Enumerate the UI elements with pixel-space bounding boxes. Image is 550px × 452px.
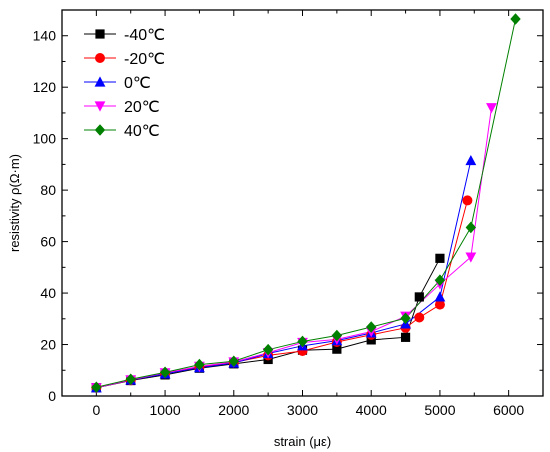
y-tick-label: 80: [40, 182, 56, 198]
legend-label: 40℃: [124, 123, 160, 140]
data-point: [465, 221, 477, 234]
x-tick-label: 3000: [287, 402, 318, 418]
data-point: [297, 335, 308, 348]
y-axis-label: resistivity ρ(Ω·m): [7, 154, 22, 252]
axis-ticks: 0 1000 2000 3000 4000 5000 6000 0 20 40 60 80 100 120…: [33, 10, 543, 418]
y-tick-label: 120: [33, 79, 57, 95]
data-point: [434, 299, 445, 310]
series-lines: [96, 18, 517, 389]
data-point: [462, 195, 473, 206]
x-tick-label: 2000: [218, 402, 249, 418]
y-tick-label: 40: [40, 285, 56, 301]
data-point: [465, 252, 477, 263]
legend: -40℃ -20℃ 0℃ 20℃ 40℃: [84, 27, 165, 140]
data-point: [414, 312, 425, 323]
plot-frame: [61, 9, 544, 397]
data-point: [125, 373, 136, 386]
data-point: [366, 335, 376, 345]
legend-label: -20℃: [124, 51, 165, 68]
x-tick-label: 0: [92, 402, 100, 418]
data-point: [510, 13, 521, 25]
data-point: [366, 321, 377, 333]
data-point: [159, 366, 171, 379]
legend-marker: [95, 29, 105, 39]
y-tick-label: 60: [40, 234, 56, 250]
data-point: [194, 358, 205, 371]
series-line: [96, 160, 472, 389]
x-tick-label: 1000: [149, 402, 180, 418]
legend-label: 20℃: [124, 99, 160, 116]
data-point: [414, 292, 424, 302]
legend-marker: [94, 124, 106, 136]
data-point: [228, 355, 239, 368]
data-point: [332, 344, 342, 354]
data-point: [400, 312, 411, 325]
x-tick-label: 4000: [356, 402, 387, 418]
data-point: [262, 343, 274, 356]
y-tick-label: 20: [40, 337, 56, 353]
series-markers: [90, 13, 521, 394]
data-point: [91, 381, 102, 394]
data-point: [486, 103, 497, 114]
data-point: [435, 253, 445, 263]
legend-label: 0℃: [124, 75, 151, 92]
data-point: [434, 274, 446, 286]
legend-marker: [94, 101, 106, 112]
series-line: [96, 18, 517, 388]
series-line: [96, 200, 468, 389]
y-tick-label: 140: [33, 28, 57, 44]
data-point: [465, 154, 477, 166]
x-tick-label: 5000: [424, 402, 455, 418]
series-line: [96, 107, 492, 389]
x-tick-label: 6000: [493, 402, 524, 418]
data-point: [331, 329, 343, 342]
legend-marker: [95, 53, 105, 63]
x-axis-label: strain (με): [274, 434, 331, 449]
y-tick-label: 100: [33, 131, 57, 147]
legend-marker: [94, 76, 106, 87]
data-point: [434, 291, 446, 302]
data-point: [400, 332, 411, 342]
y-tick-label: 0: [48, 388, 56, 404]
legend-label: -40℃: [124, 27, 165, 44]
